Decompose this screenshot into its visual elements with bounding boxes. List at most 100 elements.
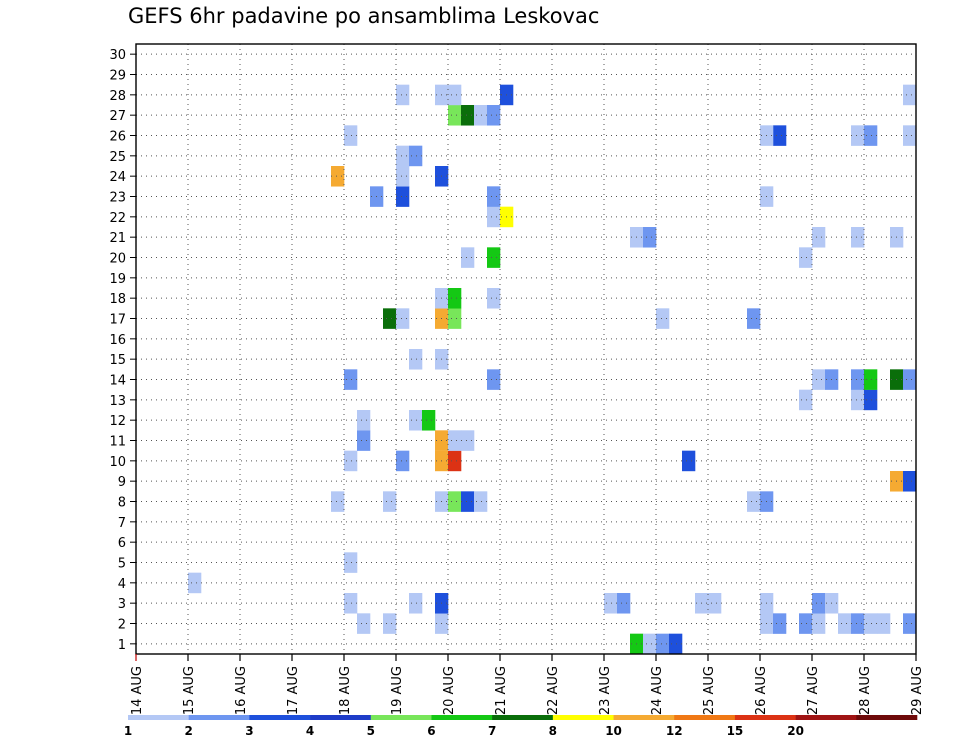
heatmap-cell xyxy=(851,369,865,390)
y-tick-label: 29 xyxy=(109,69,126,84)
heatmap-cell xyxy=(812,593,826,614)
heatmap-cell xyxy=(344,552,358,573)
heatmap-cell xyxy=(357,613,371,634)
y-tick-label: 12 xyxy=(109,414,126,429)
heatmap-cell xyxy=(357,430,371,451)
heatmap-cell xyxy=(903,125,917,146)
colorbar-label: 15 xyxy=(727,724,744,738)
heatmap-cell xyxy=(773,125,787,146)
colorbar-segment xyxy=(310,715,372,720)
y-tick-label: 10 xyxy=(109,455,126,470)
colorbar-label: 3 xyxy=(245,724,253,738)
heatmap-cell xyxy=(357,410,371,431)
x-tick-label: 18 AUG xyxy=(338,666,353,715)
x-tick-label: 22 AUG xyxy=(546,666,561,715)
colorbar-label: 12 xyxy=(666,724,683,738)
heatmap-cell xyxy=(396,186,410,207)
heatmap-cell xyxy=(188,572,202,594)
heatmap-cell xyxy=(487,247,501,268)
colorbar-segment xyxy=(492,715,554,720)
heatmap-cell xyxy=(669,633,683,655)
x-tick-label: 25 AUG xyxy=(702,666,717,715)
heatmap-cell xyxy=(487,105,501,126)
colorbar-label: 2 xyxy=(185,724,193,738)
y-tick-label: 15 xyxy=(109,353,126,368)
heatmap-cell xyxy=(643,227,657,248)
y-tick-label: 4 xyxy=(118,577,126,592)
colorbar-segment xyxy=(431,715,493,720)
heatmap-cell xyxy=(851,613,865,634)
x-tick-label: 29 AUG xyxy=(910,666,925,715)
y-tick-label: 5 xyxy=(118,557,126,572)
colorbar-label: 5 xyxy=(367,724,375,738)
heatmap-cell xyxy=(864,369,878,390)
heatmap-cell xyxy=(864,613,878,634)
heatmap-cell xyxy=(851,389,865,411)
colorbar-segment xyxy=(856,715,918,720)
heatmap-cell xyxy=(448,491,462,512)
colorbar-segment xyxy=(613,715,675,720)
heatmap-cell xyxy=(344,125,358,146)
heatmap-cell xyxy=(461,491,475,512)
heatmap-cell xyxy=(344,593,358,614)
x-tick-label: 27 AUG xyxy=(806,666,821,715)
x-tick-label: 17 AUG xyxy=(286,666,301,715)
y-tick-label: 11 xyxy=(109,435,126,450)
y-tick-label: 8 xyxy=(118,496,126,511)
y-tick-label: 18 xyxy=(109,292,126,307)
colorbar-label: 4 xyxy=(306,724,314,738)
heatmap-cell xyxy=(812,369,826,390)
heatmap-cell xyxy=(487,206,501,228)
heatmap-cell xyxy=(344,369,358,390)
plot-frame xyxy=(135,43,917,655)
heatmap-cell xyxy=(487,288,501,309)
heatmap-cell xyxy=(903,471,917,492)
heatmap-cell xyxy=(448,450,462,472)
colorbar-segment xyxy=(552,715,614,720)
heatmap-cell xyxy=(487,186,501,207)
y-tick-label: 16 xyxy=(109,333,126,348)
heatmap-cell xyxy=(799,613,813,634)
heatmap-cell xyxy=(851,227,865,248)
y-tick-label: 14 xyxy=(109,374,126,389)
heatmap-cell xyxy=(877,613,891,634)
heatmap-cell xyxy=(903,613,917,634)
heatmap-cell xyxy=(604,593,618,614)
heatmap-cell xyxy=(396,84,410,106)
heatmap-cell xyxy=(864,389,878,411)
y-tick-label: 9 xyxy=(118,475,126,490)
colorbar-label: 1 xyxy=(124,724,132,738)
x-tick-label: 20 AUG xyxy=(442,666,457,715)
colorbar-segment xyxy=(734,715,796,720)
heatmap-cell xyxy=(864,125,878,146)
heatmap-cell xyxy=(409,145,423,167)
colorbar-segment xyxy=(370,715,432,720)
y-tick-label: 2 xyxy=(118,618,126,633)
heatmap-cell xyxy=(383,491,397,512)
colorbar-label: 6 xyxy=(427,724,435,738)
heatmap-cell xyxy=(773,613,787,634)
colorbar-segment xyxy=(249,715,311,720)
colorbar-segment xyxy=(674,715,736,720)
colorbar-segment xyxy=(188,715,250,720)
x-tick-label: 26 AUG xyxy=(754,666,769,715)
heatmap-cell xyxy=(461,105,475,126)
x-tick-label: 23 AUG xyxy=(598,666,613,715)
y-tick-label: 30 xyxy=(109,48,126,63)
y-tick-label: 1 xyxy=(118,638,126,653)
colorbar-label: 7 xyxy=(488,724,496,738)
heatmap-cell xyxy=(851,125,865,146)
heatmap-cell xyxy=(643,633,657,655)
x-tick-label: 24 AUG xyxy=(650,666,665,715)
heatmap-cell xyxy=(448,308,462,329)
heatmap-cell xyxy=(396,308,410,329)
heatmap-cell xyxy=(708,593,722,614)
heatmap-cell xyxy=(656,308,670,329)
heatmap-cell xyxy=(396,166,410,187)
y-tick-label: 28 xyxy=(109,89,126,104)
y-tick-label: 27 xyxy=(109,109,126,124)
x-tick-label: 19 AUG xyxy=(390,666,405,715)
y-tick-label: 20 xyxy=(109,252,126,267)
